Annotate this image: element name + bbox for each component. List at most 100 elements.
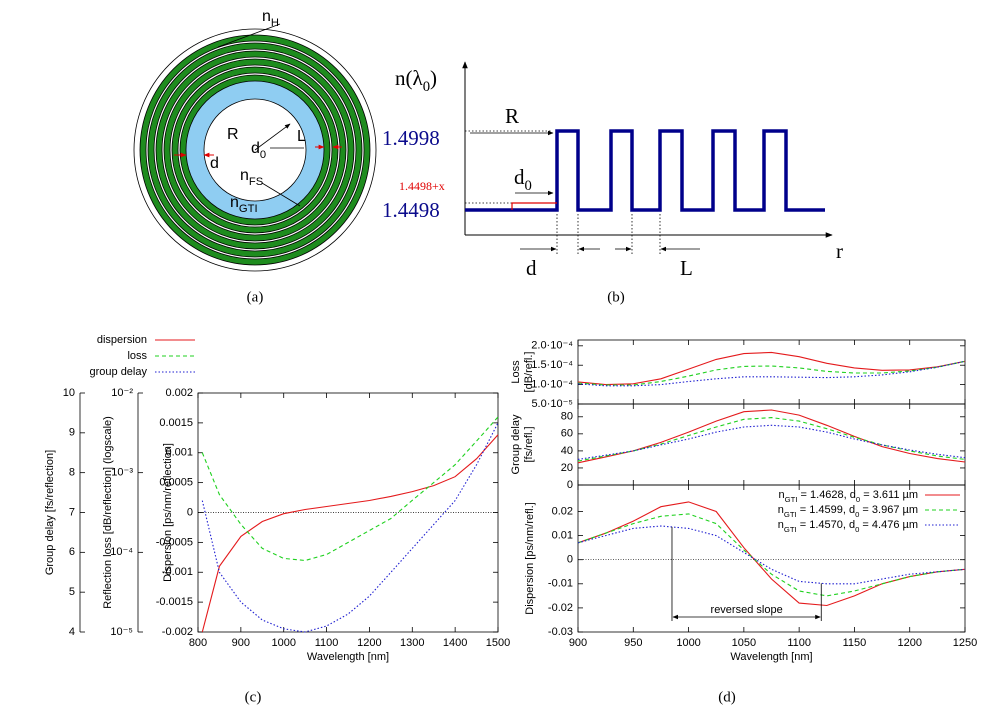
- y-tick-label: 0.001: [165, 447, 193, 459]
- leader-line: [261, 182, 301, 207]
- y-tick-label: 8: [69, 467, 75, 479]
- y-label: n(λ0): [395, 66, 437, 96]
- text-part: n: [230, 194, 239, 211]
- y-tick-label: 10⁻⁵: [110, 626, 133, 638]
- y-tick-label: -0.01: [548, 578, 573, 590]
- text-part: GTI: [239, 203, 258, 215]
- label-d0: d0: [514, 165, 532, 195]
- y-tick-label: 0.01: [552, 530, 573, 542]
- y-axis-label: [fs/refl.]: [523, 426, 535, 462]
- y-axis-label: Dispersion [ps/nm/refl.]: [524, 502, 536, 614]
- label-d0: d0: [251, 140, 266, 161]
- x-tick-label: 1050: [732, 637, 756, 649]
- y-tick-label: 80: [561, 411, 573, 423]
- y-tick-label: 0: [567, 479, 573, 491]
- y-axis-label: Dispersion [ps/nm/reflection]: [162, 443, 174, 582]
- caption: (a): [247, 289, 264, 305]
- text-part: GTI: [784, 525, 797, 534]
- x-tick-label: 800: [189, 637, 207, 649]
- text-part: n(λ: [395, 66, 423, 90]
- y-tick-label: -0.0015: [156, 596, 193, 608]
- series-line: [577, 525, 966, 585]
- index-profile: [465, 129, 825, 212]
- label-l: L: [680, 256, 693, 280]
- text-part: H: [271, 17, 279, 29]
- x-tick-label: 1500: [486, 637, 510, 649]
- level-low: 1.4498: [382, 198, 440, 222]
- y-tick-label: 10⁻⁴: [110, 546, 133, 558]
- y-tick-label: 0.02: [552, 505, 573, 517]
- text-part: FS: [249, 176, 263, 188]
- text-part: = 3.967 µm: [859, 504, 918, 516]
- text-part: n: [262, 8, 271, 25]
- text-part: d: [514, 165, 525, 189]
- text-part: = 1.4599, d: [797, 504, 855, 516]
- label-d: d: [210, 155, 219, 172]
- y-tick-label: -0.02: [548, 602, 573, 614]
- charts: 800 900 1000 1100 1200 1300 1400 1500Wavelength…: [44, 334, 977, 706]
- x-tick-label: 900: [232, 637, 250, 649]
- series-line: [577, 360, 966, 387]
- text-part: 0: [423, 79, 430, 95]
- legend-label: nGTI = 1.4628, d0 = 3.611 µm: [779, 489, 918, 504]
- label-r: R: [227, 126, 239, 143]
- annotation-text: reversed slope: [711, 604, 783, 616]
- y-tick-label: 60: [561, 428, 573, 440]
- y-axis-label: Group delay: [510, 414, 522, 474]
- y-tick-label: 5.0·10⁻⁵: [531, 398, 573, 410]
- series-line: [201, 416, 499, 562]
- y-tick-label: -0.001: [162, 566, 193, 578]
- text-part: 0: [525, 178, 532, 194]
- legend-label: nGTI = 1.4570, d0 = 4.476 µm: [778, 519, 918, 534]
- text-part: 0: [856, 495, 860, 504]
- x-tick-label: 1200: [357, 637, 381, 649]
- x-tick-label: 1100: [315, 637, 339, 649]
- x-axis-label: Wavelength [nm]: [730, 651, 812, 663]
- y-tick-label: 2.0·10⁻⁴: [531, 340, 573, 352]
- text-part: = 1.4570, d: [797, 519, 855, 531]
- series-line: [201, 434, 499, 633]
- x-axis-label: Wavelength [nm]: [307, 651, 389, 663]
- x-tick-label: 1200: [897, 637, 921, 649]
- label-l: L: [297, 128, 306, 145]
- y-tick-label: 7: [69, 506, 75, 518]
- text-part: n: [778, 504, 784, 516]
- y-tick-label: 0: [567, 554, 573, 566]
- x-tick-label: 950: [624, 637, 642, 649]
- panel-a: nH R d d0 L nFS nGTI (a): [133, 8, 377, 305]
- y-tick-label: 10⁻³: [111, 467, 133, 479]
- x-tick-label: 1150: [843, 637, 867, 649]
- y-tick-label: 0: [187, 506, 193, 518]
- text-part: n: [779, 489, 785, 501]
- text-part: 0: [260, 149, 266, 161]
- series-line: [577, 424, 966, 460]
- y-tick-label: 20: [561, 462, 573, 474]
- series-line: [201, 422, 499, 633]
- x-step: [511, 202, 557, 210]
- legend-label: group delay: [90, 366, 148, 378]
- x-tick-label: 1100: [787, 637, 811, 649]
- panel-b: n(λ0) R 1.4998 1.4498+x d0 1.4498 d L r …: [382, 61, 843, 305]
- caption: (d): [718, 689, 736, 705]
- text-part: = 1.4628, d: [797, 489, 855, 501]
- series-line: [577, 360, 966, 386]
- y-tick-label: 0.002: [165, 387, 193, 399]
- y-axis-label: Loss: [510, 360, 522, 384]
- text-part: n: [240, 167, 249, 184]
- x-tick-label: 1300: [400, 637, 424, 649]
- y-tick-label: 10⁻²: [111, 387, 133, 399]
- legend-label: dispersion: [97, 334, 147, 346]
- text-part: 0: [855, 510, 859, 519]
- text-part: = 3.611 µm: [860, 489, 918, 501]
- series-line: [577, 501, 966, 607]
- x-label: r: [836, 239, 843, 263]
- y-tick-label: 40: [561, 445, 573, 457]
- y-tick-label: 9: [69, 427, 75, 439]
- legend-label: nGTI = 1.4599, d0 = 3.967 µm: [778, 504, 918, 519]
- label-nfs: nFS: [240, 167, 263, 188]
- plot-frame: [577, 403, 966, 486]
- text-part: GTI: [785, 495, 798, 504]
- radius-arrow: [254, 123, 291, 151]
- level-high: 1.4998: [382, 126, 440, 150]
- series-line: [577, 513, 966, 597]
